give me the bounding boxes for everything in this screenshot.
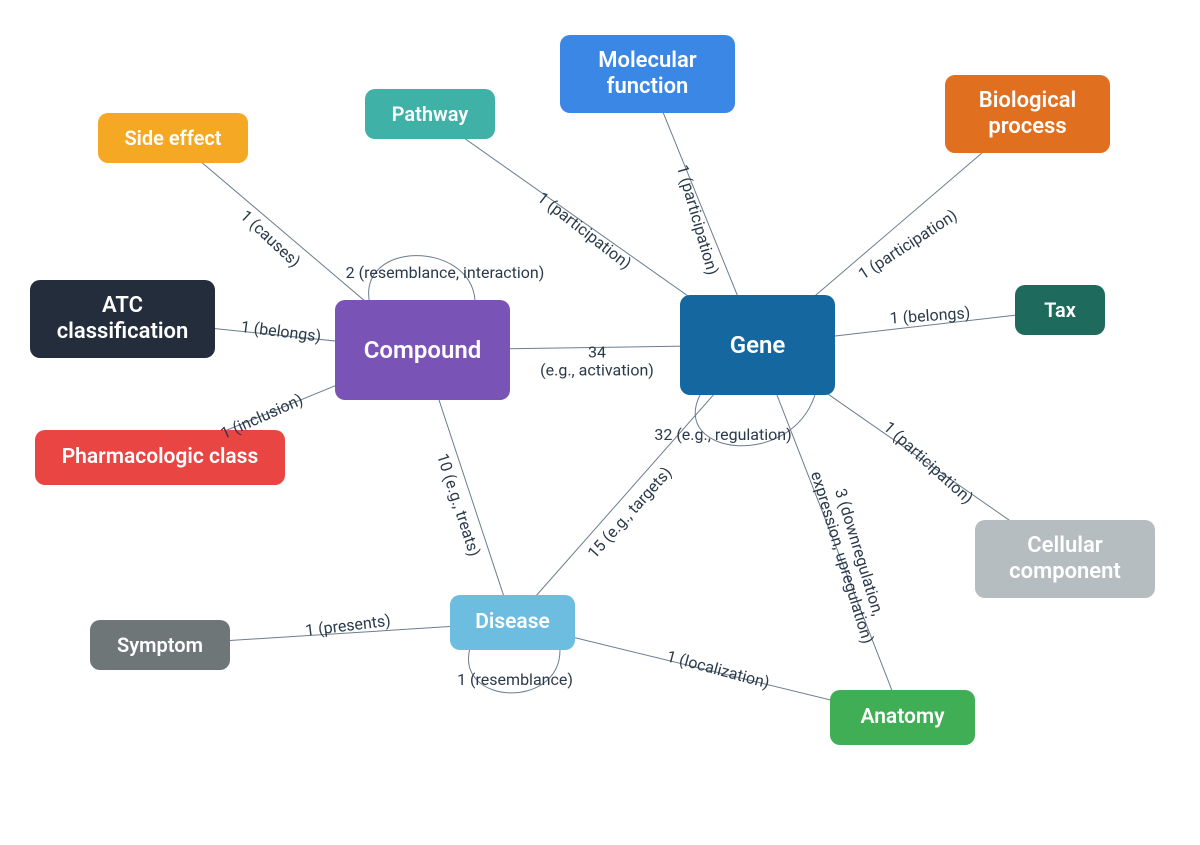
edge-label: 1 (belongs) (240, 318, 322, 346)
node-atc: ATC classification (30, 280, 215, 358)
node-anatomy: Anatomy (830, 690, 975, 745)
edge-label: 2 (resemblance, interaction) (346, 264, 545, 282)
edge-label: 10 (e.g., treats) (433, 451, 484, 559)
node-molecular-function: Molecular function (560, 35, 735, 113)
node-symptom: Symptom (90, 620, 230, 670)
node-gene: Gene (680, 295, 835, 395)
edge-label: 1 (participation) (880, 418, 977, 508)
node-pathway: Pathway (365, 89, 495, 139)
node-biological-process: Biological process (945, 75, 1110, 153)
edge-label: 1 (causes) (236, 207, 303, 272)
edge-label: 32 (e.g., regulation) (654, 426, 791, 444)
diagram-canvas: Side effect Pathway Molecular function Biol… (0, 0, 1200, 845)
edge-label: 1 (resemblance) (457, 671, 573, 689)
edge-label: 1 (localization) (665, 647, 772, 692)
edge-label: 1 (participation) (534, 189, 635, 273)
node-cellular-component: Cellular component (975, 520, 1155, 598)
node-tax: Tax (1015, 285, 1105, 335)
edge-label: 3 (downregulation, expression, upregulat… (806, 464, 894, 646)
node-side-effect: Side effect (98, 113, 248, 163)
edge-label: 1 (participation) (672, 163, 721, 277)
node-compound: Compound (335, 300, 510, 400)
edge-label: 1 (participation) (855, 206, 960, 283)
edge-label: 34 (e.g., activation) (540, 344, 654, 381)
edge-label: 15 (e.g., targets) (584, 464, 675, 563)
edge-label: 1 (presents) (304, 612, 391, 641)
edge-label: 1 (belongs) (889, 304, 971, 328)
node-pharma-class: Pharmacologic class (35, 430, 285, 485)
node-disease: Disease (450, 595, 575, 650)
